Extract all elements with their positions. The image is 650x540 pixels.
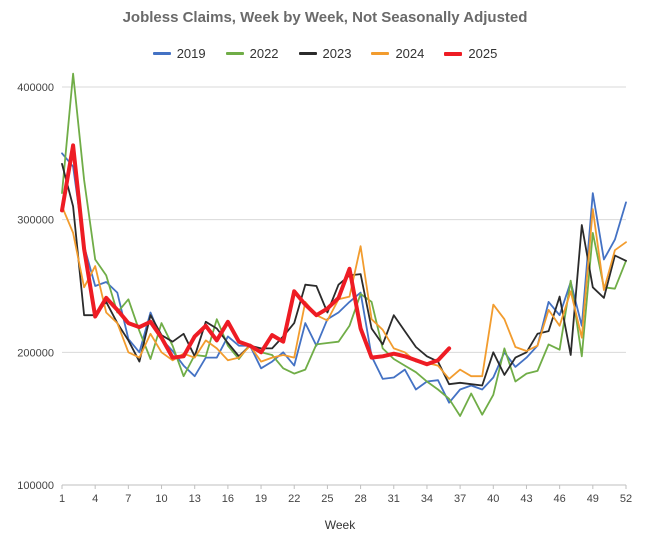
legend-label: 2022: [249, 46, 279, 61]
x-tick-label: 4: [92, 493, 98, 505]
x-tick-label: 16: [222, 493, 234, 505]
legend-swatch: [298, 52, 317, 55]
x-tick-label: 40: [487, 493, 499, 505]
y-tick-label: 200000: [17, 347, 54, 359]
legend-label: 2023: [322, 46, 352, 61]
legend-item-2023: 2023: [298, 46, 352, 61]
legend-item-2019: 2019: [152, 46, 206, 61]
legend-swatch: [225, 52, 244, 55]
x-tick-label: 31: [388, 493, 400, 505]
y-tick-label: 100000: [17, 480, 54, 492]
x-tick-label: 19: [255, 493, 267, 505]
legend: 2019 2022 2023 2024 2025: [0, 46, 650, 61]
legend-swatch: [371, 52, 390, 55]
y-tick-label: 300000: [17, 215, 54, 227]
legend-label: 2025: [468, 46, 498, 61]
legend-item-2025: 2025: [444, 46, 497, 61]
legend-label: 2019: [176, 46, 206, 61]
x-tick-label: 52: [620, 493, 632, 505]
x-tick-label: 37: [454, 493, 466, 505]
series-line-2022: [61, 72, 627, 417]
chart-title: Jobless Claims, Week by Week, Not Season…: [122, 9, 528, 26]
x-tick-label: 22: [288, 493, 300, 505]
x-tick-label: 34: [421, 493, 433, 505]
series-line-2024: [61, 205, 627, 380]
x-tick-label: 7: [125, 493, 131, 505]
x-tick-label: 49: [587, 493, 599, 505]
x-tick-label: 43: [520, 493, 532, 505]
series-line-2025: [60, 143, 452, 367]
legend-item-2024: 2024: [371, 46, 424, 61]
x-axis-title: Week: [324, 518, 356, 532]
legend-swatch: [152, 52, 171, 55]
x-tick-label: 1: [59, 493, 65, 505]
x-tick-label: 28: [354, 493, 366, 505]
x-tick-label: 25: [321, 493, 333, 505]
legend-label: 2024: [395, 46, 425, 61]
legend-item-2022: 2022: [225, 46, 279, 61]
y-tick-label: 400000: [17, 82, 54, 94]
x-tick-label: 10: [155, 493, 167, 505]
x-tick-label: 46: [554, 493, 566, 505]
legend-swatch: [444, 51, 463, 56]
x-tick-label: 13: [189, 493, 201, 505]
